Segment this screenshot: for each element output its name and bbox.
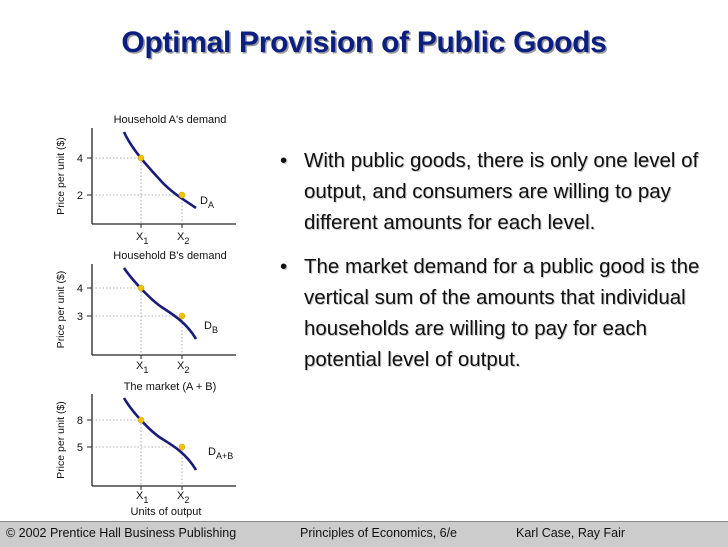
y-axis-label: Price per unit ($)	[55, 137, 67, 215]
footer-book: Principles of Economics, 6/e	[300, 526, 458, 540]
curve-label: DA	[200, 195, 214, 210]
x-tick-label: X2	[177, 490, 189, 505]
bullet-list: • With public goods, there is only one l…	[280, 145, 700, 388]
y-axis-label: Price per unit ($)	[55, 401, 67, 479]
y-tick-label: 4	[77, 153, 83, 165]
curve-label: DB	[204, 320, 218, 335]
x-axis-label: Units of output	[131, 506, 202, 518]
data-point	[178, 312, 186, 320]
bullet-dot-icon: •	[280, 149, 288, 172]
data-point	[137, 416, 145, 424]
x-tick-label: X1	[136, 360, 148, 375]
data-point	[178, 191, 186, 199]
footer-bar: © 2002 Prentice Hall Business Publishing…	[0, 521, 728, 547]
slide-title: Optimal Provision of Public Goods	[121, 26, 607, 59]
y-tick-label: 2	[77, 190, 83, 202]
y-tick-label: 3	[77, 311, 83, 323]
curve-label: DA+B	[208, 446, 233, 461]
bullet-text: With public goods, there is only one lev…	[304, 149, 699, 234]
bullet-item: • The market demand for a public good is…	[280, 251, 700, 375]
data-point	[178, 443, 186, 451]
x-tick-label: X1	[136, 490, 148, 505]
x-tick-label: X1	[136, 231, 148, 246]
data-point	[137, 284, 145, 292]
y-tick-label: 4	[77, 283, 83, 295]
demand-curve	[122, 397, 198, 471]
chart-title: Household B's demand	[113, 250, 226, 262]
footer-publisher: © 2002 Prentice Hall Business Publishing	[6, 526, 237, 540]
bullet-dot-icon: •	[280, 255, 288, 278]
bullet-item: • With public goods, there is only one l…	[280, 145, 700, 238]
demand-curve	[122, 267, 198, 340]
footer-authors: Karl Case, Ray Fair	[516, 526, 626, 540]
y-tick-label: 5	[77, 442, 83, 454]
bullet-text: The market demand for a public good is t…	[304, 255, 700, 371]
chart-title: The market (A + B)	[124, 381, 217, 393]
chart-title: Household A's demand	[114, 114, 227, 126]
y-tick-label: 8	[77, 415, 83, 427]
data-point	[137, 154, 145, 162]
y-axis-label: Price per unit ($)	[55, 271, 67, 349]
x-tick-label: X2	[177, 360, 189, 375]
demand-curve	[122, 131, 197, 210]
x-tick-label: X2	[177, 231, 189, 246]
